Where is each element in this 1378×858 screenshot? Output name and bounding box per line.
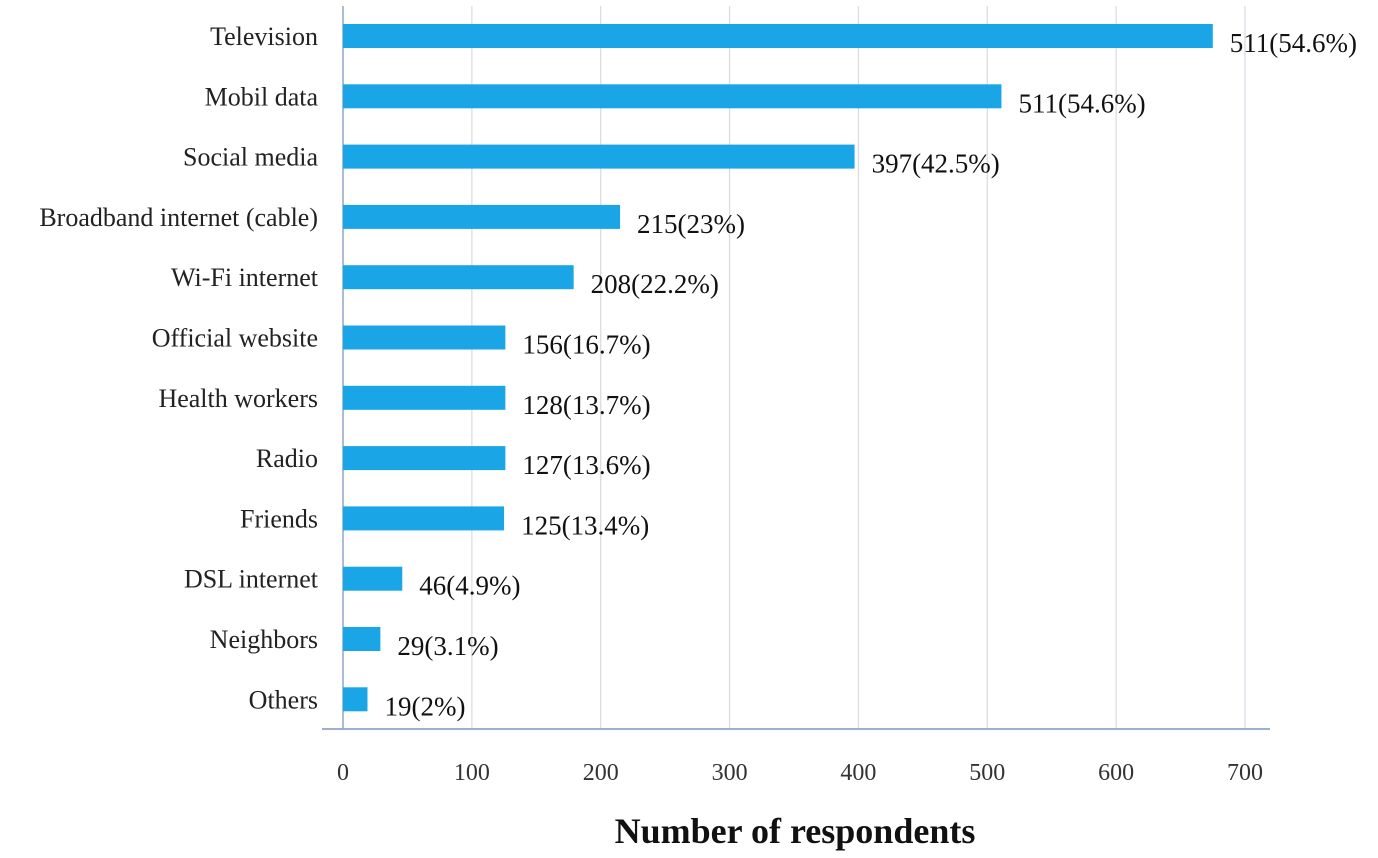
x-axis-title: Number of respondents — [615, 811, 976, 851]
category-label: Radio — [256, 444, 318, 473]
x-tick-labels: 0 100 200 300 400 500 600 700 — [337, 760, 1263, 786]
bar — [343, 566, 403, 591]
x-tick-label: 300 — [712, 760, 748, 786]
data-label: 29(3.1%) — [397, 631, 498, 661]
category-label: Broadband internet (cable) — [39, 203, 318, 232]
x-tick-label: 700 — [1227, 760, 1263, 786]
data-label: 128(13.7%) — [522, 390, 650, 420]
bar — [343, 325, 506, 350]
category-label: DSL internet — [184, 565, 319, 594]
category-label: Others — [249, 685, 318, 714]
bar — [343, 446, 506, 471]
data-label: 397(42.5%) — [872, 149, 1000, 179]
grid-lines — [471, 6, 1246, 729]
category-label: Mobil data — [205, 82, 319, 111]
x-tick-label: 0 — [337, 760, 349, 786]
bar — [343, 265, 574, 290]
data-label: 46(4.9%) — [419, 571, 520, 601]
bar — [343, 385, 506, 410]
data-label: 19(2%) — [384, 691, 465, 721]
x-tick-label: 200 — [583, 760, 619, 786]
category-label: Official website — [152, 324, 318, 353]
data-label: 215(23%) — [637, 209, 745, 239]
category-label: Friends — [240, 504, 318, 533]
axes — [322, 6, 1270, 730]
category-label: Television — [210, 22, 318, 51]
bar — [343, 24, 1213, 48]
bar — [343, 506, 505, 531]
data-label: 208(22.2%) — [591, 269, 719, 299]
data-label: 511(54.6%) — [1230, 28, 1357, 58]
data-label: 511(54.6%) — [1018, 88, 1145, 118]
category-label: Social media — [183, 143, 318, 172]
data-labels: 511(54.6%) 511(54.6%) 397(42.5%) 215(23%) 20… — [384, 28, 1357, 721]
category-label: Neighbors — [210, 625, 318, 654]
x-tick-label: 500 — [969, 760, 1005, 786]
bar — [343, 687, 368, 712]
category-labels: Television Mobil data Social media Broadban… — [39, 22, 318, 714]
bars — [343, 24, 1213, 712]
category-label: Wi-Fi internet — [171, 263, 319, 292]
bar — [343, 84, 1002, 109]
bar — [343, 627, 381, 651]
data-label: 125(13.4%) — [521, 510, 649, 540]
data-label: 127(13.6%) — [522, 450, 650, 480]
data-label: 156(16.7%) — [522, 330, 650, 360]
x-tick-label: 100 — [454, 760, 490, 786]
x-tick-label: 400 — [840, 760, 876, 786]
bar — [343, 144, 855, 169]
bar — [343, 204, 621, 229]
x-tick-label: 600 — [1098, 760, 1134, 786]
category-label: Health workers — [158, 384, 318, 413]
